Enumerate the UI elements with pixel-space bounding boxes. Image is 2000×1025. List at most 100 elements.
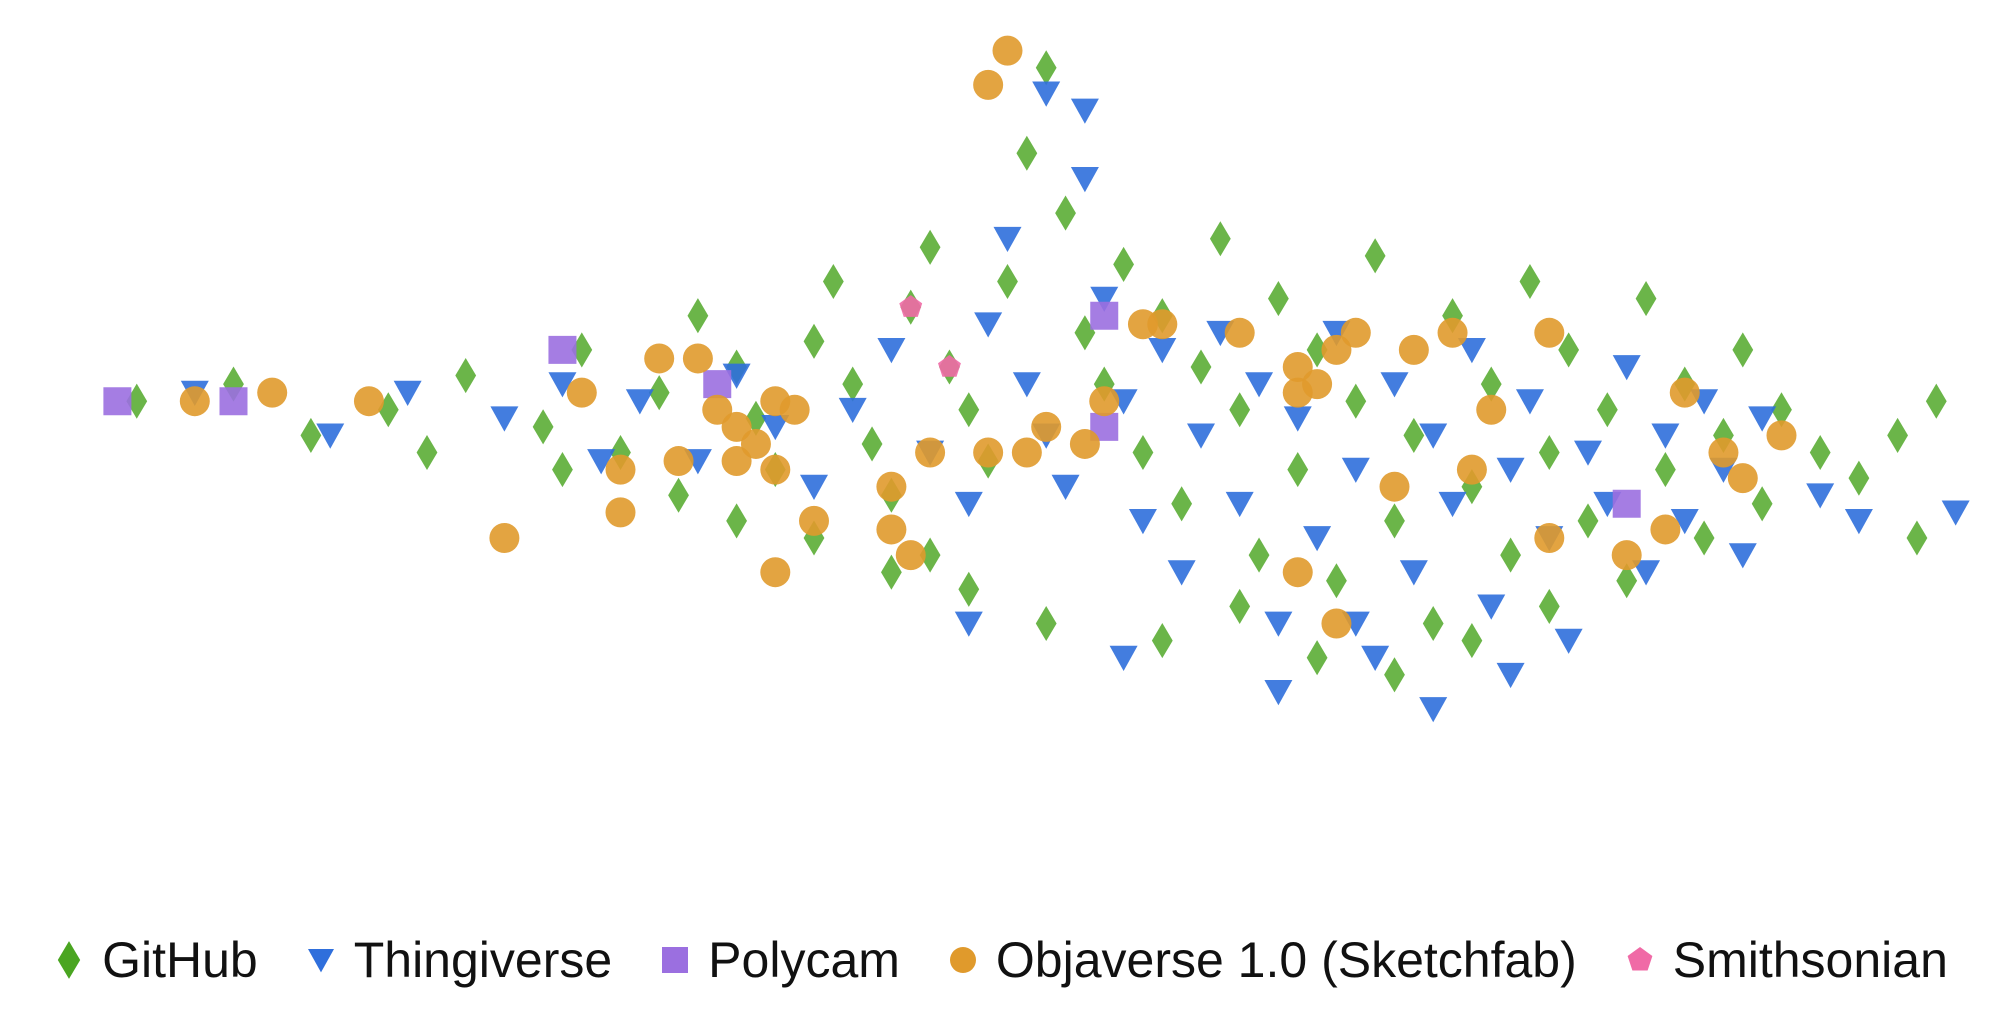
data-point: [1345, 383, 1367, 419]
data-point: [721, 411, 752, 442]
data-point: [1727, 463, 1758, 494]
data-point: [726, 503, 747, 539]
data-point: [1771, 392, 1792, 428]
data-point: [842, 366, 864, 402]
data-point: [1732, 332, 1754, 368]
data-point: [703, 370, 732, 399]
data-point: [1941, 500, 1970, 526]
data-point: [1282, 557, 1313, 588]
data-point: [663, 446, 694, 477]
data-point: [1534, 317, 1565, 348]
data-point: [973, 69, 1004, 100]
data-point: [1113, 246, 1134, 282]
data-point: [1635, 281, 1657, 317]
data-point: [958, 392, 980, 428]
data-point: [938, 355, 961, 377]
data-point: [1224, 317, 1255, 348]
legend-label: Polycam: [708, 932, 900, 988]
data-point: [1612, 489, 1641, 518]
data-point: [1074, 315, 1096, 351]
data-point: [740, 428, 771, 459]
series-smithsonian: [899, 295, 961, 377]
data-point: [316, 423, 345, 449]
series-polycam: [103, 301, 1641, 518]
data-point: [1055, 195, 1076, 231]
data-point: [1151, 623, 1173, 659]
data-point: [1403, 417, 1425, 453]
legend-triangle-down-icon: [307, 948, 334, 973]
data-point: [1147, 309, 1178, 340]
data-point: [1437, 317, 1468, 348]
data-point: [1229, 392, 1251, 428]
data-point: [1303, 526, 1332, 552]
data-point: [1708, 437, 1739, 468]
data-point: [1887, 417, 1908, 453]
data-point: [1306, 332, 1328, 368]
data-point: [682, 343, 713, 374]
data-point: [1538, 434, 1560, 471]
data-point: [1713, 417, 1734, 453]
data-point: [644, 343, 675, 374]
data-point: [625, 389, 654, 415]
data-point: [1171, 486, 1193, 522]
data-point: [1264, 680, 1293, 706]
data-point: [1844, 509, 1873, 535]
data-point: [353, 386, 384, 417]
data-point: [779, 394, 810, 425]
data-point: [881, 554, 902, 590]
data-point: [895, 540, 926, 571]
data-point: [605, 454, 636, 485]
data-point: [800, 474, 828, 500]
series-objaverse-1-0-sketchfab: [179, 35, 1797, 639]
data-point: [803, 323, 825, 359]
data-point: [1011, 437, 1042, 468]
legend-circle-icon: [949, 947, 976, 973]
data-point: [997, 263, 1018, 300]
data-point: [571, 332, 593, 368]
data-point: [489, 522, 520, 553]
data-point: [919, 537, 941, 573]
data-point: [1748, 406, 1777, 432]
data-point: [1461, 623, 1483, 659]
data-point: [1283, 406, 1312, 432]
data-point: [1728, 543, 1757, 569]
data-point: [1051, 474, 1080, 500]
data-point: [1089, 386, 1120, 417]
data-point: [1650, 514, 1681, 545]
data-point: [1090, 286, 1119, 312]
data-point: [1751, 486, 1773, 522]
data-point: [1925, 383, 1947, 419]
data-point: [1132, 434, 1154, 471]
data-point: [1306, 640, 1328, 676]
data-point: [1035, 605, 1057, 642]
data-point: [587, 449, 616, 475]
data-point: [1519, 263, 1541, 300]
data-point: [1538, 588, 1560, 624]
data-point: [1399, 560, 1428, 586]
data-point: [1422, 605, 1444, 642]
data-point: [257, 377, 288, 408]
data-point: [1069, 428, 1100, 459]
data-point: [1496, 457, 1525, 483]
data-point: [103, 387, 132, 416]
data-point: [1128, 509, 1157, 535]
data-point: [1670, 509, 1699, 535]
data-point: [1612, 355, 1641, 381]
data-point: [1035, 50, 1057, 86]
data-point: [1398, 334, 1429, 365]
data-point: [490, 406, 519, 432]
series-thingiverse: [180, 81, 1970, 723]
data-point: [126, 383, 148, 419]
data-point: [803, 520, 825, 556]
data-point: [1611, 540, 1642, 571]
data-point: [1248, 537, 1270, 573]
data-point: [954, 491, 983, 518]
data-point: [1554, 628, 1583, 654]
data-point: [1384, 657, 1405, 693]
legend-pentagon-icon: [1627, 947, 1653, 971]
data-point: [876, 471, 907, 502]
data-point: [992, 35, 1023, 66]
data-point: [416, 434, 438, 471]
data-point: [1809, 434, 1831, 471]
data-point: [1364, 238, 1386, 274]
